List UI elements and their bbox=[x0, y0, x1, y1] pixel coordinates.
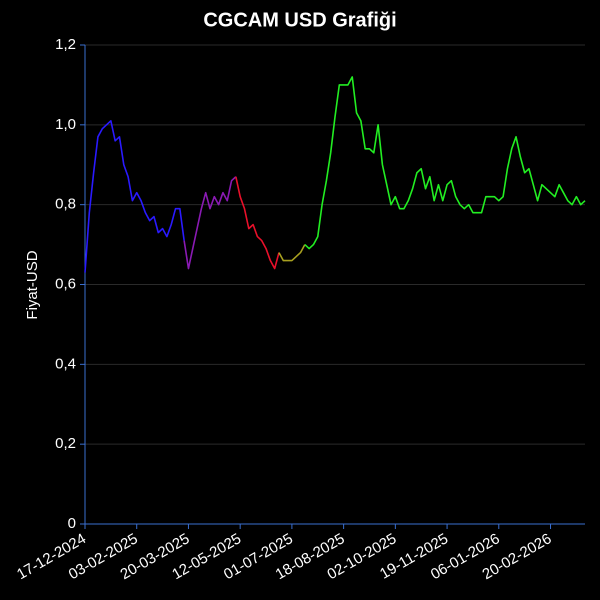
price-line bbox=[84, 120, 185, 273]
y-tick-label: 1,0 bbox=[55, 116, 76, 133]
y-tick-label: 0,2 bbox=[55, 435, 76, 452]
price-line bbox=[278, 244, 306, 262]
price-line bbox=[235, 176, 280, 270]
price-line bbox=[304, 76, 586, 250]
y-tick-label: 0,8 bbox=[55, 196, 76, 213]
y-tick-label: 0 bbox=[68, 515, 76, 532]
y-tick-label: 1,2 bbox=[55, 36, 76, 53]
chart-title: CGCAM USD Grafiği bbox=[203, 9, 396, 31]
y-tick-label: 0,4 bbox=[55, 355, 76, 372]
price-line bbox=[183, 176, 237, 270]
y-tick-label: 0,6 bbox=[55, 275, 76, 292]
y-axis-label: Fiyat-USD bbox=[24, 250, 41, 319]
